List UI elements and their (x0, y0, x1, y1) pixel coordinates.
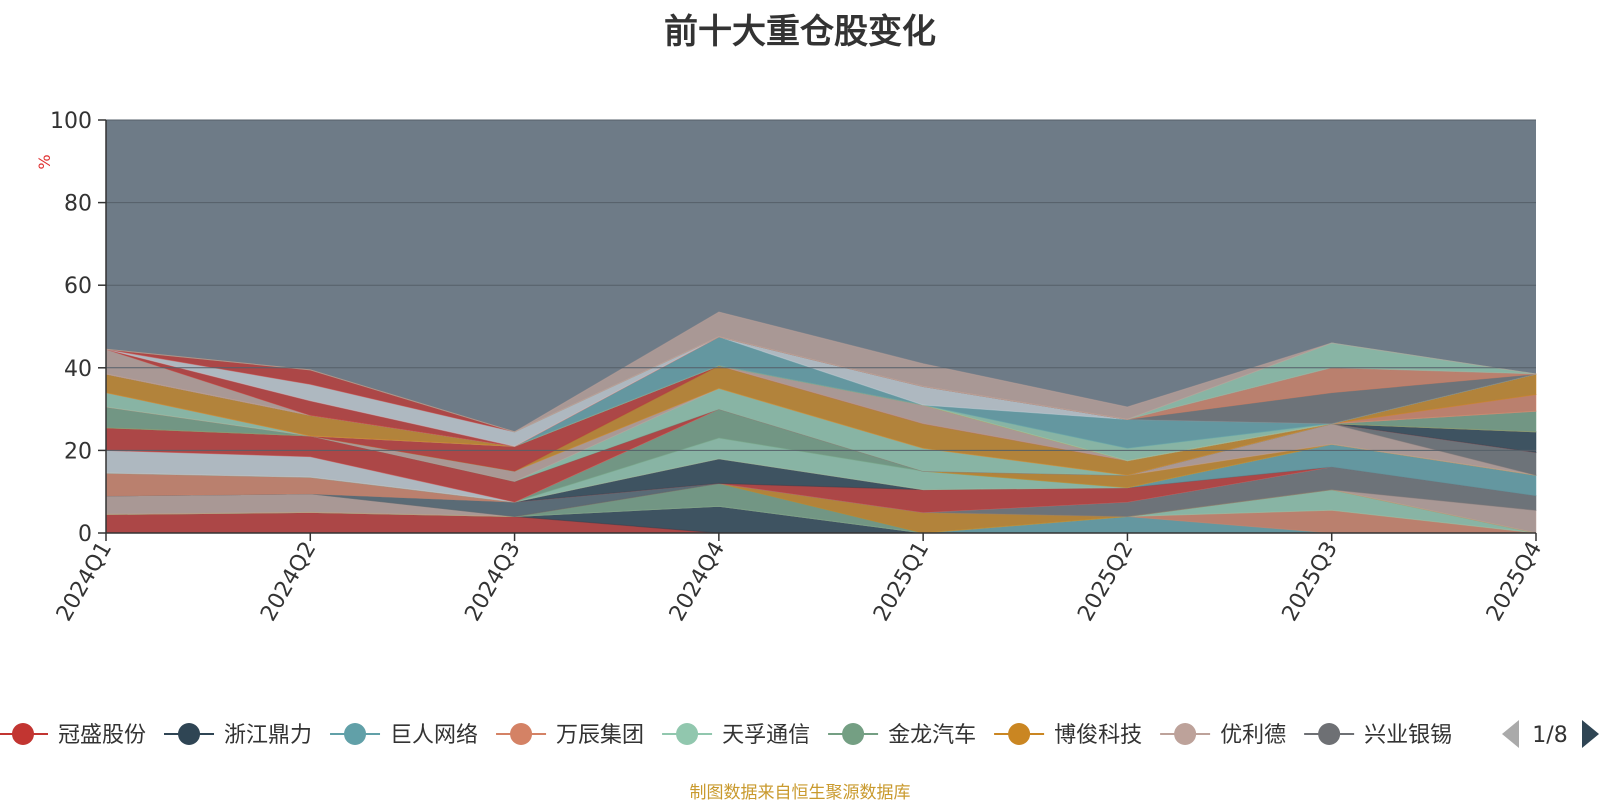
legend-circle-marker (12, 723, 34, 745)
x-tick-label: 2025Q3 (1278, 538, 1343, 626)
legend-label: 冠盛股份 (58, 723, 146, 748)
legend-label: 优利德 (1220, 723, 1286, 748)
area-series-42 (105, 311, 1537, 433)
y-tick-label: 40 (64, 357, 92, 382)
legend-items: 冠盛股份 浙江鼎力 巨人网络 万辰集团 天孚通信 金龙汽车 博俊科技 优利德 兴业银锡 (0, 723, 1452, 748)
legend-circle-marker (344, 723, 367, 745)
legend-item[interactable]: 优利德 (1160, 723, 1286, 748)
x-tick-label: 2024Q1 (52, 538, 117, 626)
legend-item[interactable]: 巨人网络 (330, 723, 478, 748)
legend-label: 博俊科技 (1054, 723, 1142, 748)
legend-label: 万辰集团 (556, 723, 644, 748)
x-tick-label: 2025Q1 (869, 538, 934, 626)
legend-circle-marker (1318, 723, 1341, 745)
source-note: 制图数据来自恒生聚源数据库 (689, 783, 911, 803)
legend-circle-marker (178, 723, 201, 745)
x-tick-label: 2024Q3 (460, 538, 525, 626)
legend-circle-marker (842, 723, 865, 745)
legend-item[interactable]: 天孚通信 (662, 723, 810, 748)
legend-item[interactable]: 金龙汽车 (828, 723, 976, 748)
y-tick-label: 0 (78, 522, 92, 547)
legend-item[interactable]: 万辰集团 (496, 723, 644, 748)
x-tick-label: 2024Q4 (665, 538, 730, 626)
grid-layer (106, 119, 1536, 451)
legend-label: 兴业银锡 (1364, 723, 1452, 748)
area-layer (105, 311, 1537, 534)
legend[interactable]: 冠盛股份 浙江鼎力 巨人网络 万辰集团 天孚通信 金龙汽车 博俊科技 优利德 兴业银锡 1/8 (0, 720, 1599, 748)
legend-circle-marker (676, 723, 699, 745)
legend-circle-marker (510, 723, 533, 745)
y-tick-label: 100 (50, 109, 92, 134)
legend-circle-marker (1008, 723, 1031, 745)
legend-label: 浙江鼎力 (224, 723, 312, 748)
legend-circle-marker (1174, 723, 1197, 745)
y-tick-label: 20 (64, 439, 92, 464)
legend-prev-icon[interactable] (1502, 720, 1519, 748)
y-axis-unit: % (35, 154, 54, 169)
legend-label: 天孚通信 (722, 723, 810, 748)
legend-label: 巨人网络 (390, 723, 478, 748)
y-tick-label: 80 (64, 192, 92, 217)
legend-item[interactable]: 浙江鼎力 (164, 723, 312, 748)
legend-item[interactable]: 兴业银锡 (1304, 723, 1452, 748)
chart-title: 前十大重仓股变化 (664, 12, 936, 52)
legend-next-icon[interactable] (1582, 720, 1599, 748)
legend-label: 金龙汽车 (888, 723, 976, 748)
legend-item[interactable]: 博俊科技 (994, 723, 1142, 748)
legend-item[interactable]: 冠盛股份 (0, 723, 146, 748)
legend-page-indicator: 1/8 (1532, 723, 1567, 748)
x-tick-label: 2025Q4 (1482, 538, 1547, 626)
x-tick-label: 2025Q2 (1073, 538, 1138, 626)
y-tick-label: 60 (64, 274, 92, 299)
x-tick-label: 2024Q2 (256, 538, 321, 626)
